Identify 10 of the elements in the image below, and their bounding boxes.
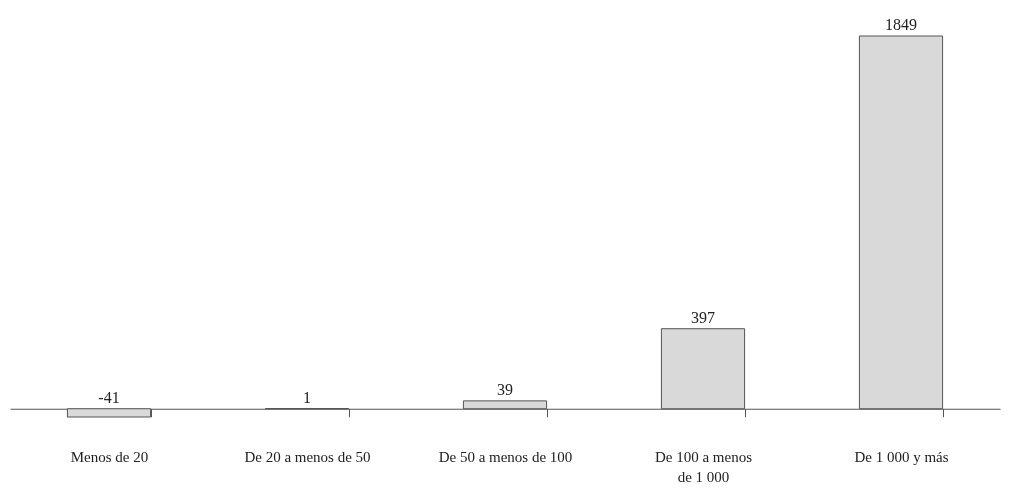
data-label: 1849 — [885, 16, 917, 33]
x-tick-label: De 20 a menos de 50 — [244, 448, 371, 465]
data-label: 39 — [497, 380, 513, 398]
x-tick-label: De 1 000 y más — [854, 448, 949, 465]
x-tick-label: De 100 a menos de 1 000 — [654, 448, 753, 485]
x-tick-label: Menos de 20 — [70, 448, 149, 465]
data-label: 397 — [691, 308, 715, 326]
data-label: -41 — [98, 388, 120, 406]
data-label: 1 — [303, 388, 311, 406]
x-tick-label: De 50 a menos de 100 — [438, 448, 573, 465]
